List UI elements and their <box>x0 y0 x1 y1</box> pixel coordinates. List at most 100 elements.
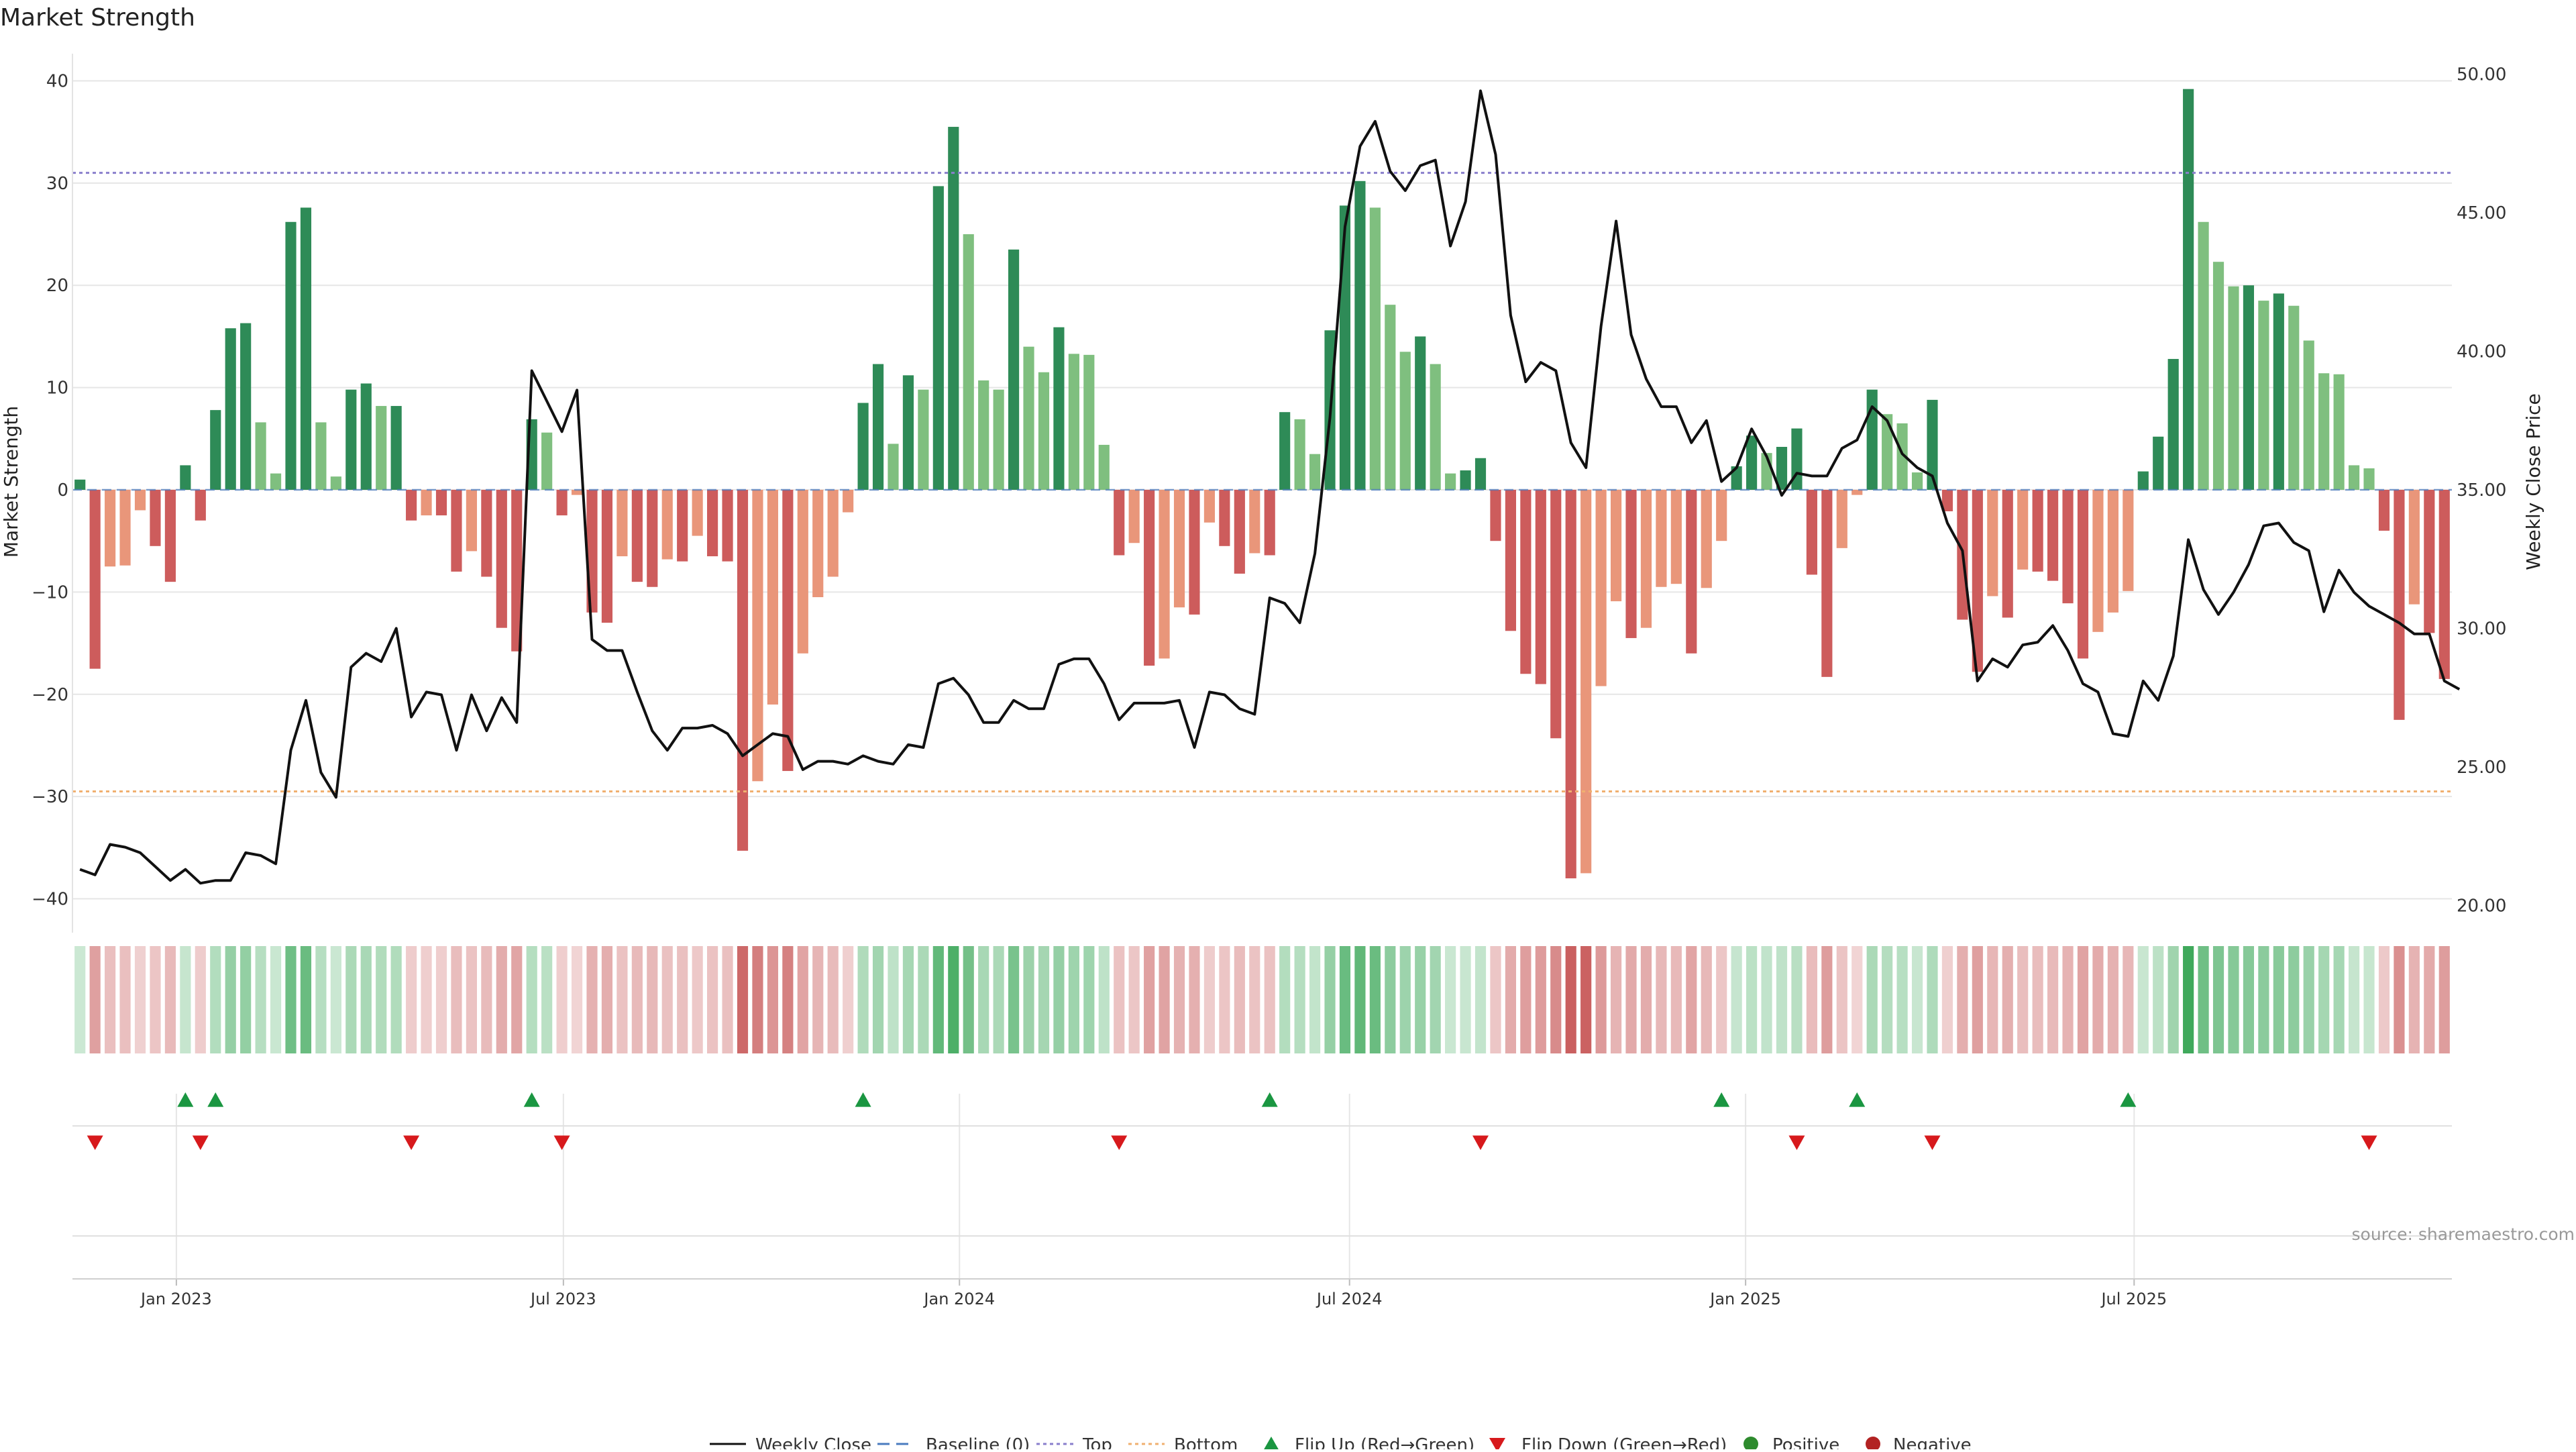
heatmap-strip <box>74 946 2450 1053</box>
strength-bar <box>150 490 161 546</box>
heatmap-cell <box>1249 946 1260 1053</box>
heatmap-cell <box>737 946 749 1053</box>
strength-bar <box>1264 490 1275 556</box>
strength-bar <box>1520 490 1532 674</box>
strength-bar <box>2378 490 2390 531</box>
legend-label-positive: Positive <box>1772 1435 1839 1449</box>
flip-up-marker <box>177 1092 194 1107</box>
heatmap-cell <box>1987 946 1998 1053</box>
strength-bar <box>1670 490 1682 584</box>
heatmap-cell <box>1369 946 1381 1053</box>
heatmap-cell <box>1339 946 1351 1053</box>
y-tick-label-left: −30 <box>32 787 68 807</box>
heatmap-cell <box>390 946 402 1053</box>
heatmap-cell <box>1791 946 1803 1053</box>
strength-bar <box>1098 444 1110 490</box>
strength-bar <box>1640 490 1652 628</box>
strength-bar <box>752 490 763 782</box>
heatmap-cell <box>1324 946 1336 1053</box>
x-tick-label: Jan 2023 <box>140 1290 212 1308</box>
strength-bar <box>556 490 568 516</box>
heatmap-cell <box>722 946 733 1053</box>
strength-bar <box>2408 490 2420 605</box>
strength-bar <box>1911 472 1923 490</box>
heatmap-cell <box>2047 946 2059 1053</box>
heatmap-cell <box>556 946 568 1053</box>
strength-bar <box>647 490 658 587</box>
heatmap-cell <box>1716 946 1727 1053</box>
heatmap-cell <box>270 946 282 1053</box>
heatmap-cell <box>345 946 357 1053</box>
heatmap-cell <box>406 946 417 1053</box>
strength-bar <box>1294 419 1305 490</box>
strength-bar <box>195 490 206 521</box>
heatmap-cell <box>661 946 673 1053</box>
strength-bar <box>1369 207 1381 490</box>
heatmap-cell <box>1203 946 1216 1053</box>
strength-bar <box>1114 490 1125 556</box>
flip-up-marker <box>207 1092 224 1107</box>
heatmap-cell <box>1159 946 1170 1053</box>
heatmap-cell <box>1896 946 1908 1053</box>
strength-bar <box>1731 466 1742 490</box>
strength-bar <box>1656 490 1667 587</box>
heatmap-cell <box>1415 946 1426 1053</box>
flip-down-marker <box>403 1135 420 1150</box>
heatmap-cell <box>1474 946 1487 1053</box>
heatmap-cell <box>1279 946 1291 1053</box>
heatmap-cell <box>180 946 191 1053</box>
strength-bar <box>1866 389 1878 490</box>
strength-bar <box>1821 490 1833 677</box>
strength-bar <box>707 490 718 557</box>
heatmap-cell <box>300 946 312 1053</box>
heatmap-cell <box>1761 946 1772 1053</box>
heatmap-cell <box>616 946 628 1053</box>
flip-up-marker <box>523 1092 540 1107</box>
heatmap-cell <box>1972 946 1983 1053</box>
legend-label-weekly-close: Weekly Close <box>755 1435 871 1449</box>
heatmap-cell <box>692 946 703 1053</box>
heatmap-cell <box>2062 946 2074 1053</box>
heatmap-cell <box>2258 946 2269 1053</box>
heatmap-cell <box>1686 946 1697 1053</box>
strength-bar <box>1249 490 1260 554</box>
heatmap-cell <box>451 946 462 1053</box>
strength-bar <box>1430 364 1441 490</box>
heatmap-cell <box>1927 946 1938 1053</box>
strength-bar <box>1927 399 1938 490</box>
heatmap-cell <box>2123 946 2134 1053</box>
heatmap-cell <box>2424 946 2435 1053</box>
strength-bar <box>1987 490 1998 597</box>
heatmap-cell <box>857 946 869 1053</box>
strength-bar <box>978 380 989 490</box>
y-tick-label-right: 45.00 <box>2457 203 2506 223</box>
strength-bar <box>1580 490 1592 874</box>
strength-bar <box>827 490 839 577</box>
heatmap-cell <box>1701 946 1712 1053</box>
strength-bar <box>496 490 507 628</box>
heatmap-cell <box>1746 946 1758 1053</box>
heatmap-cell <box>1550 946 1562 1053</box>
strength-bar <box>134 490 146 511</box>
heatmap-cell <box>797 946 808 1053</box>
heatmap-cell <box>2167 946 2179 1053</box>
heatmap-cell <box>360 946 372 1053</box>
strength-bar <box>1159 490 1170 659</box>
heatmap-cell <box>1776 946 1788 1053</box>
heatmap-cell <box>134 946 146 1053</box>
strength-bar <box>571 490 583 495</box>
heatmap-cell <box>1731 946 1742 1053</box>
heatmap-cell <box>872 946 884 1053</box>
heatmap-cell <box>1008 946 1020 1053</box>
heatmap-cell <box>1535 946 1546 1053</box>
strength-bar <box>857 403 869 490</box>
weekly-close-line-layer <box>79 89 2461 885</box>
heatmap-cell <box>2318 946 2330 1053</box>
y-tick-label-right: 20.00 <box>2457 896 2506 916</box>
strength-bar <box>1399 352 1411 490</box>
heatmap-cell <box>843 946 854 1053</box>
strength-bar <box>2288 305 2300 490</box>
strength-bar <box>1460 470 1471 490</box>
